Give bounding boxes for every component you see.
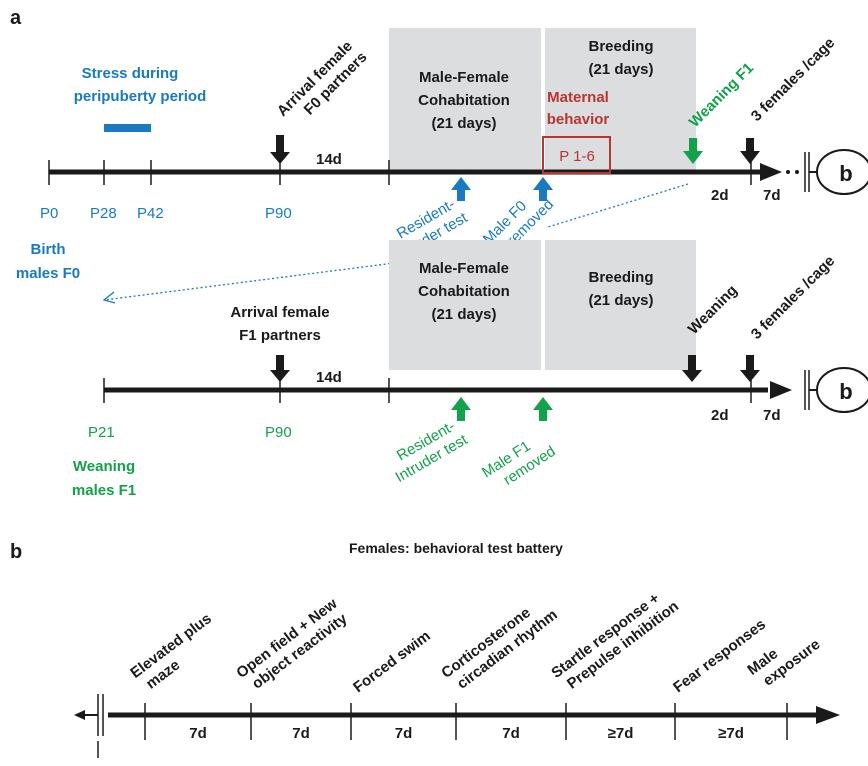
generation-link-dotted-1 [547, 183, 689, 228]
maternal-period-box [542, 136, 611, 174]
females-cage-f1-text: 3 females /cage [748, 252, 838, 342]
arrival-f1-line2: F1 partners [239, 327, 321, 344]
interval-2d-f1: 2d [711, 407, 729, 424]
females-cage-f0-label: 3 females /cage [748, 34, 838, 124]
stress-period-bar [104, 124, 151, 132]
generation-link-arrowhead [102, 291, 116, 304]
timeline-arrowhead-b [816, 706, 840, 724]
interval-14d-f0: 14d [316, 151, 342, 168]
stress-label-line2: peripuberty period [74, 88, 207, 105]
tick-label-p90-f0: P90 [265, 205, 292, 222]
birth-label-line2: males F0 [16, 265, 80, 282]
tick-label-p28: P28 [90, 205, 117, 222]
interval-7d-f0: 7d [763, 187, 781, 204]
females-cage-f1-label: 3 females /cage [748, 252, 838, 342]
test-interval-label: 7d [395, 725, 413, 742]
test-label: Startle response +Prepulse inhibition [548, 590, 682, 693]
timeline-arrowhead-f1 [770, 381, 792, 399]
cohab-f0-line3: (21 days) [431, 115, 496, 132]
weaning-f1-label: Weaning F1 [686, 59, 757, 130]
breeding-box-f0 [545, 28, 696, 170]
test-interval-label: ≥7d [608, 725, 634, 742]
timeline-arrowhead-f0 [760, 163, 782, 181]
weaning-f1-text: Weaning F1 [686, 59, 757, 130]
cohab-f0-line2: Cohabitation [418, 92, 510, 109]
male-f1-removed-label: Male F1 removed [479, 438, 559, 489]
resident-intruder-f1-label: Resident- Intruder test [393, 418, 472, 486]
test-interval-label: 7d [502, 725, 520, 742]
tick-label-p90-f1: P90 [265, 424, 292, 441]
arrival-f1-arrow [270, 355, 290, 382]
dot-1 [786, 170, 790, 174]
link-to-b-circle [816, 149, 868, 195]
link-to-b-circle-f1 [816, 367, 868, 413]
resident-intruder-f1-arrow [451, 397, 471, 421]
females-cage-f0-text: 3 females /cage [748, 34, 838, 124]
arrival-f1-line1: Arrival female [230, 304, 329, 321]
females-cage-f0-arrow [740, 138, 760, 164]
cohab-f1-line2: Cohabitation [418, 283, 510, 300]
weaning-arrow [682, 355, 702, 382]
cohab-f0-line1: Male-Female [419, 69, 509, 86]
link-to-b-label: b [839, 161, 852, 186]
interval-2d-f0: 2d [711, 187, 729, 204]
test-label-line: Fear responses [670, 616, 769, 696]
cohabitation-box-f1 [389, 240, 541, 370]
test-interval-label: ≥7d [718, 725, 744, 742]
test-label: Forced swim [350, 627, 433, 696]
cohab-f1-line1: Male-Female [419, 260, 509, 277]
panel-b-label: b [10, 541, 22, 563]
interval-7d-f1: 7d [763, 407, 781, 424]
test-label-line: Forced swim [350, 627, 433, 696]
tick-label-p0: P0 [40, 205, 58, 222]
birth-label-line1: Birth [31, 241, 66, 258]
cohab-f1-line3: (21 days) [431, 306, 496, 323]
male-f0-removed-arrow [533, 177, 553, 201]
weaning-f1-arrow [683, 138, 703, 164]
arrival-f0-label: Arrival female F0 partners [274, 38, 371, 120]
breeding-f1-line1: Breeding [588, 269, 653, 286]
females-cage-f1-arrow [740, 355, 760, 382]
breeding-f0-line1: Breeding [588, 38, 653, 55]
interval-14d-f1: 14d [316, 369, 342, 386]
breeding-f0-line2: (21 days) [588, 61, 653, 78]
arrival-f0-arrow [270, 135, 290, 164]
test-label: Fear responses [670, 616, 769, 696]
resident-intruder-f0-arrow [451, 177, 471, 201]
tick-label-p21: P21 [88, 424, 115, 441]
stress-label-line1: Stress during [82, 65, 179, 82]
weaning-males-line1: Weaning [73, 458, 135, 475]
breeding-box-f1 [545, 240, 696, 370]
test-interval-label: 7d [189, 725, 207, 742]
cohabitation-box-f0 [389, 28, 541, 170]
weaning-males-line2: males F1 [72, 482, 136, 499]
dot-2 [795, 170, 799, 174]
maternal-line1: Maternal [547, 89, 609, 106]
maternal-line2: behavior [547, 111, 610, 128]
link-to-b-label-f1: b [839, 379, 852, 404]
breeding-f1-line2: (21 days) [588, 292, 653, 309]
maternal-period-label: P 1-6 [559, 148, 595, 165]
panel-a-label: a [10, 7, 22, 29]
tick-label-p42: P42 [137, 205, 164, 222]
panel-b-title: Females: behavioral test battery [349, 540, 563, 556]
male-f1-removed-arrow [533, 397, 553, 421]
test-interval-label: 7d [292, 725, 310, 742]
back-link-arrowhead [74, 710, 85, 720]
